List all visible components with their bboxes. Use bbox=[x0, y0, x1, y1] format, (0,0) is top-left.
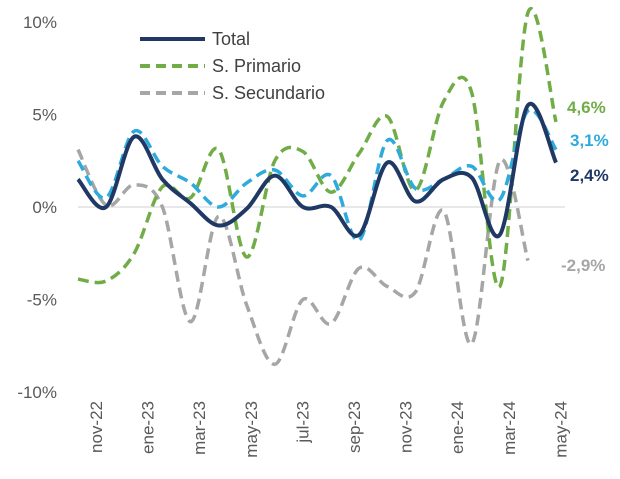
end-value-label: -2,9% bbox=[561, 256, 605, 275]
x-tick-label: sep-23 bbox=[345, 401, 364, 453]
series-line-s-primario bbox=[77, 7, 558, 289]
x-tick-label: may-23 bbox=[242, 401, 261, 458]
end-labels: 4,6% 3,1% 2,4% -2,9% bbox=[561, 98, 609, 275]
y-axis-ticks: 10% 5% 0% -5% -10% bbox=[17, 13, 57, 402]
x-tick-label: jul-23 bbox=[293, 401, 312, 444]
end-value-label: 4,6% bbox=[567, 98, 606, 117]
x-tick-label: mar-23 bbox=[190, 401, 209, 455]
x-tick-label: ene-24 bbox=[448, 401, 467, 454]
y-tick-label: 10% bbox=[23, 13, 57, 32]
legend-primario-label: S. Primario bbox=[212, 56, 301, 76]
legend: Total S. Primario S. Secundario bbox=[140, 29, 325, 103]
end-value-label: 3,1% bbox=[570, 131, 609, 150]
x-tick-label: ene-23 bbox=[139, 401, 158, 454]
y-tick-label: -10% bbox=[17, 383, 57, 402]
legend-total-label: Total bbox=[212, 29, 250, 49]
series-line-cyan bbox=[76, 108, 558, 243]
x-tick-label: nov-22 bbox=[87, 401, 106, 453]
y-tick-label: 0% bbox=[32, 198, 57, 217]
x-axis-ticks: nov-22 ene-23 mar-23 may-23 jul-23 sep-23 nov-… bbox=[87, 401, 570, 458]
y-tick-label: -5% bbox=[27, 291, 57, 310]
series-line-s-segundario bbox=[76, 148, 530, 367]
y-tick-label: 5% bbox=[32, 106, 57, 125]
x-tick-label: mar-24 bbox=[500, 401, 519, 455]
series-line-total bbox=[76, 101, 558, 239]
end-value-label: 2,4% bbox=[570, 166, 609, 185]
legend-secundario-label: S. Secundario bbox=[212, 83, 325, 103]
x-tick-label: nov-23 bbox=[397, 401, 416, 453]
x-tick-label: may-24 bbox=[551, 401, 570, 458]
series-layer bbox=[76, 7, 558, 367]
